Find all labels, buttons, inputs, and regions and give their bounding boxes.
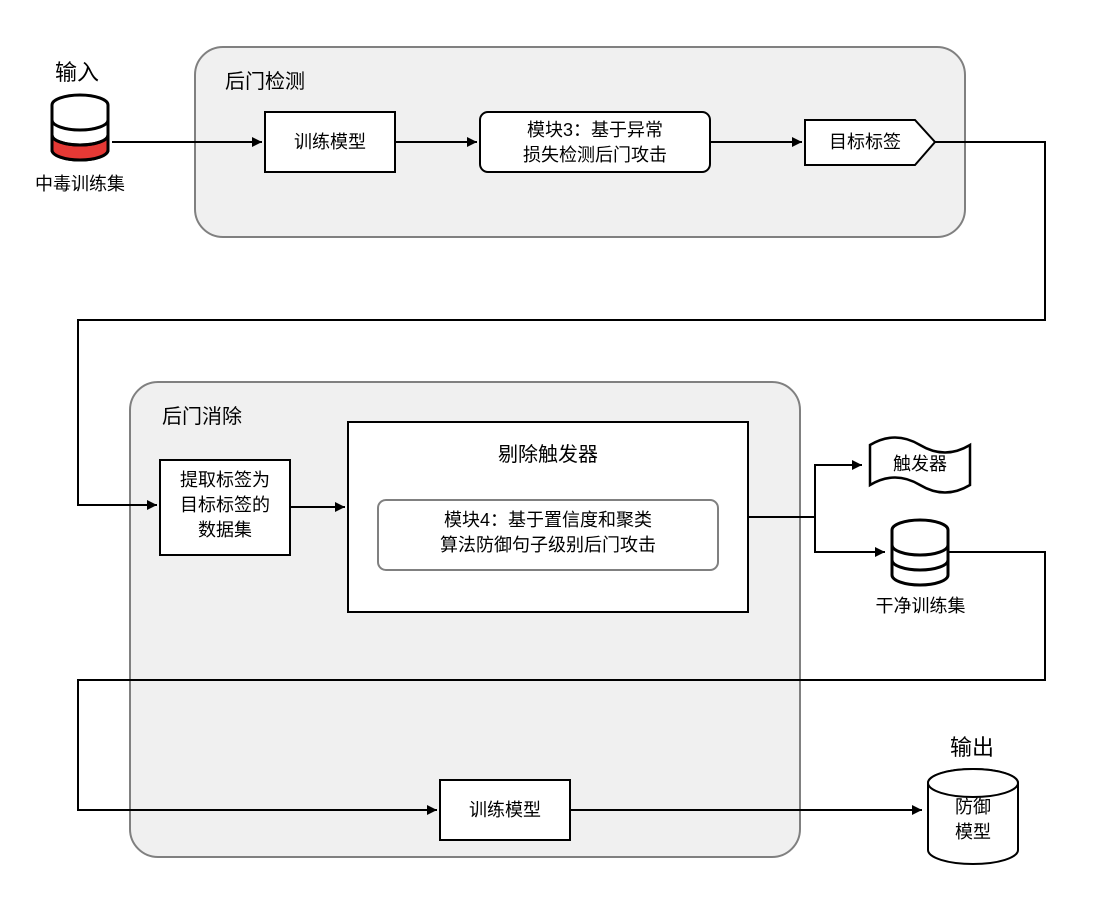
- extract-labels: 提取标签为 目标标签的 数据集: [160, 468, 290, 544]
- trigger-flag-label: 触发器: [880, 452, 960, 477]
- module3-line2: 损失检测后门攻击: [480, 143, 710, 168]
- module4-line1: 模块4：基于置信度和聚类: [378, 508, 718, 533]
- extract-line3: 数据集: [160, 518, 290, 543]
- arrow-split-flag: [815, 465, 862, 517]
- poisoned-db-label: 中毒训练集: [35, 170, 125, 196]
- module3-labels: 模块3：基于异常 损失检测后门攻击: [480, 118, 710, 168]
- module3-line1: 模块3：基于异常: [480, 118, 710, 143]
- defense-line2: 模型: [928, 820, 1018, 845]
- module4-labels: 模块4：基于置信度和聚类 算法防御句子级别后门攻击: [378, 508, 718, 558]
- train1-label: 训练模型: [265, 130, 395, 155]
- remove-trigger-title: 剔除触发器: [348, 438, 748, 467]
- output-title: 输出: [950, 730, 994, 762]
- target-label-text: 目标标签: [810, 130, 920, 155]
- clean-db-label: 干净训练集: [873, 592, 968, 618]
- train2-label: 训练模型: [440, 798, 570, 823]
- clean-db-icon: [892, 520, 948, 585]
- arrow-split-cleandb: [815, 517, 885, 552]
- panel2-title: 后门消除: [162, 400, 242, 429]
- panel1-title: 后门检测: [225, 65, 305, 94]
- input-title: 输入: [55, 55, 99, 87]
- defense-line1: 防御: [928, 795, 1018, 820]
- poisoned-db-icon: [52, 95, 108, 160]
- module4-line2: 算法防御句子级别后门攻击: [378, 533, 718, 558]
- extract-line2: 目标标签的: [160, 493, 290, 518]
- defense-model-labels: 防御 模型: [928, 795, 1018, 845]
- extract-line1: 提取标签为: [160, 468, 290, 493]
